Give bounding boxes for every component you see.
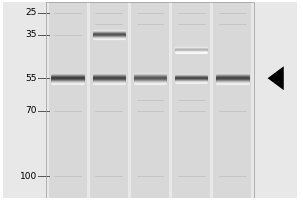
Bar: [90, 2, 128, 198]
Text: 55: 55: [25, 74, 37, 83]
Text: 70: 70: [25, 106, 37, 115]
Bar: [46, 2, 254, 198]
Bar: [131, 2, 169, 198]
Polygon shape: [268, 66, 284, 90]
Text: 35: 35: [25, 30, 37, 39]
Bar: [213, 2, 251, 198]
Text: 100: 100: [20, 172, 37, 181]
Bar: [49, 2, 87, 198]
Bar: [172, 2, 210, 198]
Text: 25: 25: [26, 8, 37, 17]
